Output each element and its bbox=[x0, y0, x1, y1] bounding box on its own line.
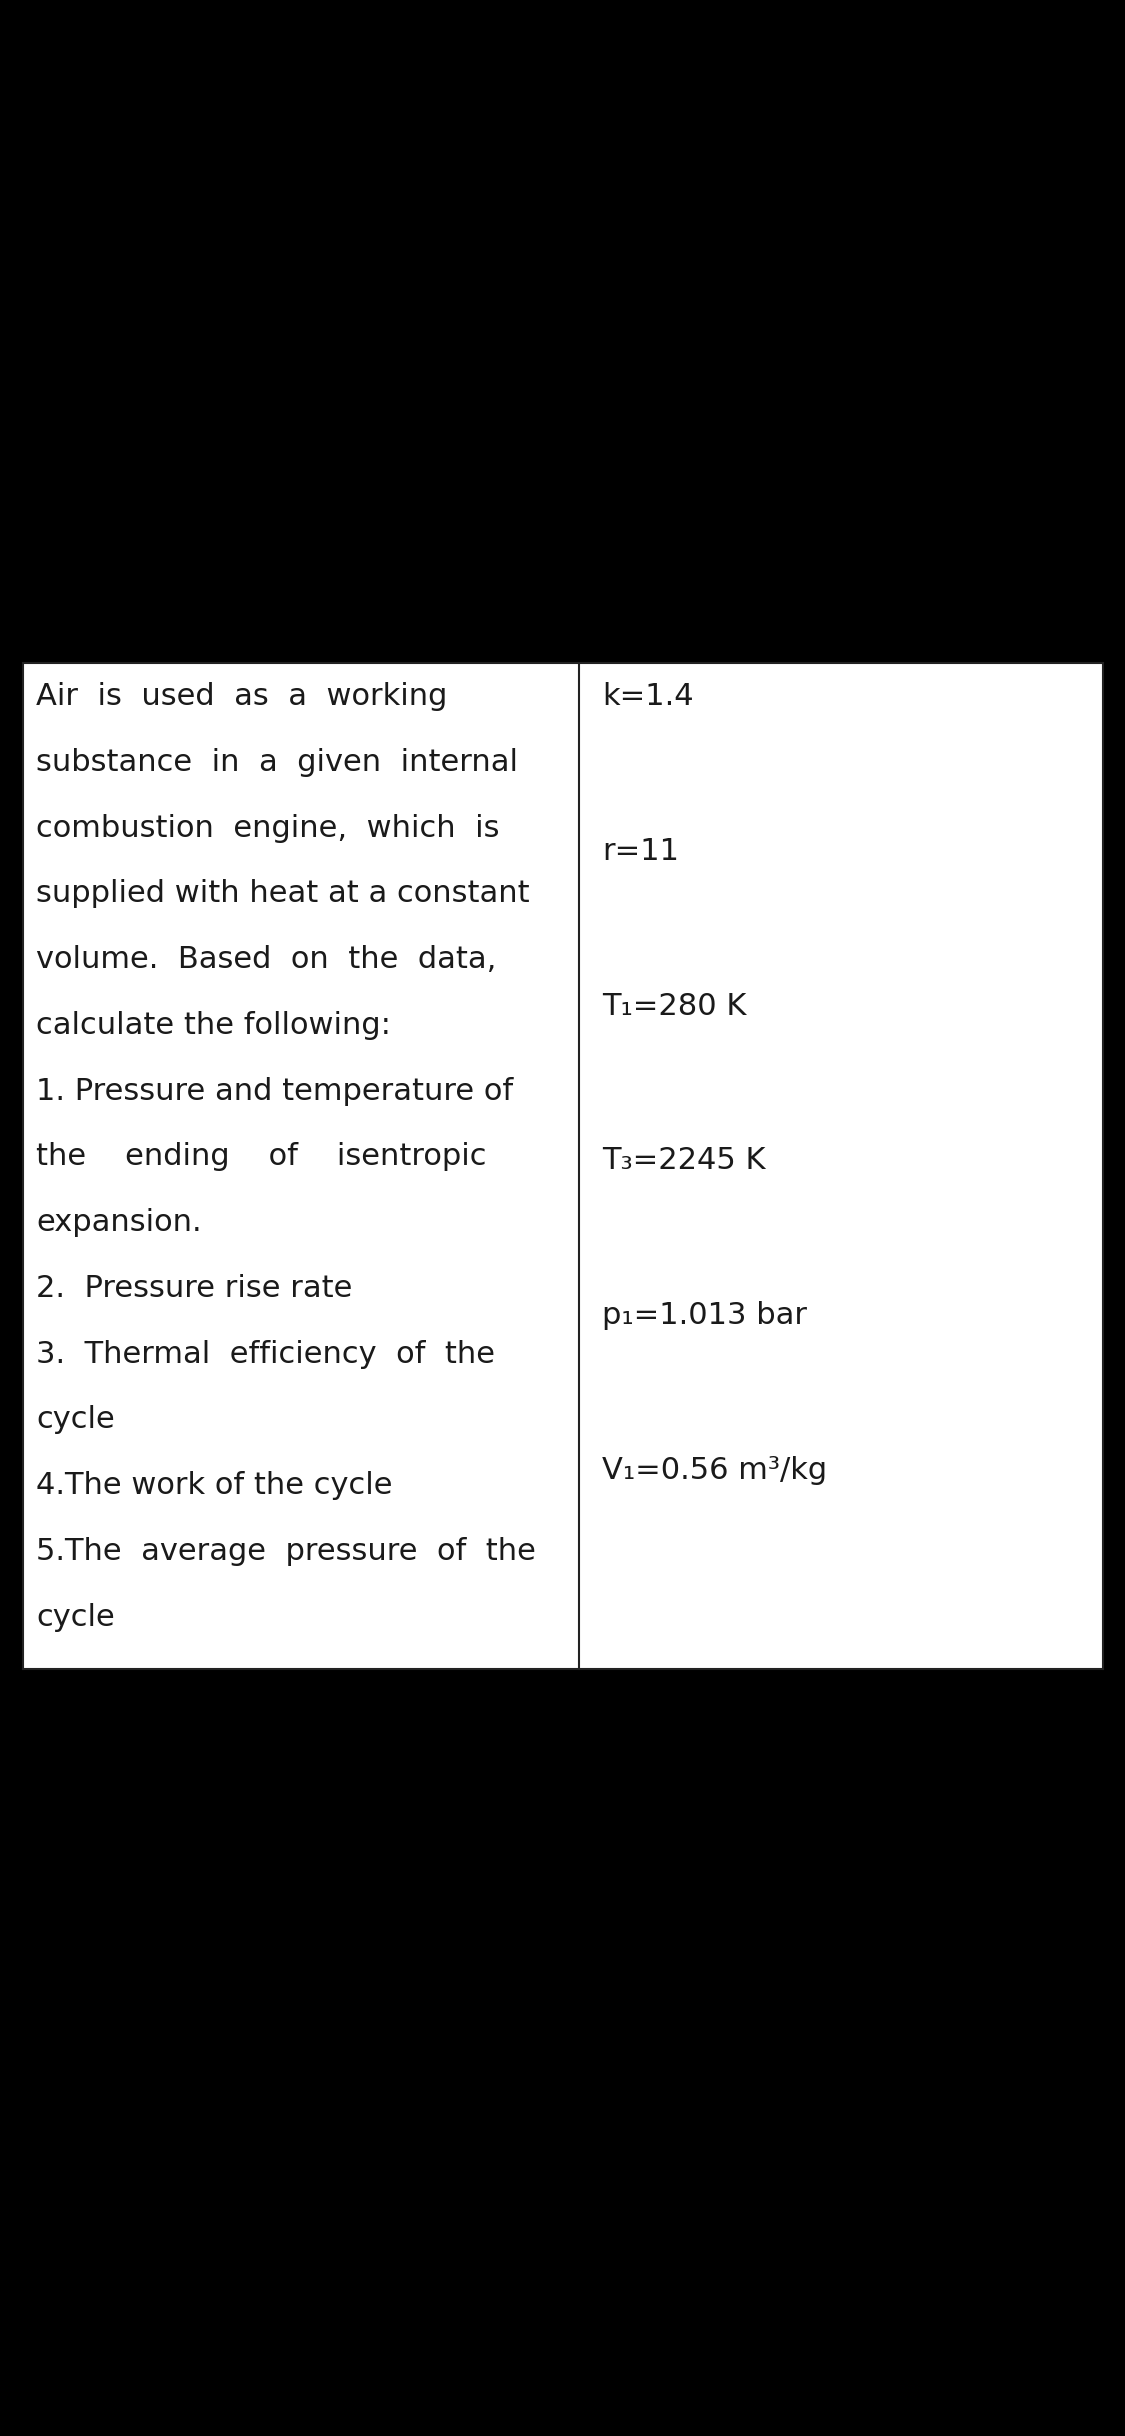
Text: 3.  Thermal  efficiency  of  the: 3. Thermal efficiency of the bbox=[36, 1340, 495, 1369]
Text: expansion.: expansion. bbox=[36, 1208, 201, 1237]
Text: T₃=2245 K: T₃=2245 K bbox=[602, 1147, 765, 1177]
Text: cycle: cycle bbox=[36, 1603, 115, 1632]
Text: r=11: r=11 bbox=[602, 838, 678, 865]
Text: 2.  Pressure rise rate: 2. Pressure rise rate bbox=[36, 1274, 352, 1303]
FancyBboxPatch shape bbox=[22, 663, 1102, 1669]
Text: 4.The work of the cycle: 4.The work of the cycle bbox=[36, 1471, 393, 1501]
Text: k=1.4: k=1.4 bbox=[602, 682, 693, 711]
Text: Air  is  used  as  a  working: Air is used as a working bbox=[36, 682, 448, 711]
Text: combustion  engine,  which  is: combustion engine, which is bbox=[36, 814, 500, 843]
Text: T₁=280 K: T₁=280 K bbox=[602, 991, 746, 1021]
Text: substance  in  a  given  internal: substance in a given internal bbox=[36, 748, 518, 777]
Text: V₁=0.56 m³/kg: V₁=0.56 m³/kg bbox=[602, 1457, 827, 1486]
Text: p₁=1.013 bar: p₁=1.013 bar bbox=[602, 1301, 807, 1330]
Text: the    ending    of    isentropic: the ending of isentropic bbox=[36, 1142, 486, 1172]
Text: supplied with heat at a constant: supplied with heat at a constant bbox=[36, 879, 530, 909]
Text: 1. Pressure and temperature of: 1. Pressure and temperature of bbox=[36, 1077, 513, 1106]
Text: calculate the following:: calculate the following: bbox=[36, 1011, 390, 1040]
Text: 5.The  average  pressure  of  the: 5.The average pressure of the bbox=[36, 1537, 536, 1566]
Text: cycle: cycle bbox=[36, 1406, 115, 1435]
Text: volume.  Based  on  the  data,: volume. Based on the data, bbox=[36, 945, 496, 974]
